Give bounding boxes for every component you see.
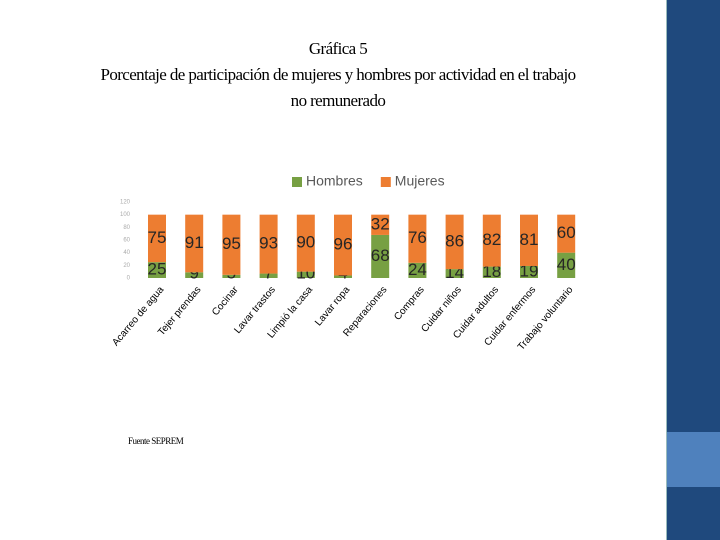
y-tick-label: 20	[123, 263, 130, 269]
data-label: 19	[520, 261, 539, 280]
bar-segment	[259, 214, 278, 274]
bar-segment	[334, 214, 352, 276]
data-label: 40	[557, 255, 576, 274]
data-label: 82	[482, 230, 501, 249]
data-label: 9	[189, 263, 198, 282]
bar-segment	[557, 252, 576, 278]
data-label: 95	[222, 234, 241, 253]
subtitle-line: no remunerado	[290, 91, 386, 110]
data-label: 86	[445, 231, 464, 250]
bar-segment	[222, 214, 241, 275]
bar-segment	[520, 214, 538, 266]
bar-segment	[296, 271, 315, 278]
data-label: 68	[371, 246, 390, 265]
data-label: 81	[520, 230, 539, 249]
legend-label: Mujeres	[395, 173, 445, 189]
title: Gráfica 5	[308, 39, 368, 58]
bar-segment	[445, 214, 464, 270]
data-label: 60	[557, 223, 576, 242]
bar-segment	[408, 262, 427, 278]
data-label: 96	[334, 235, 353, 254]
bar-segment	[259, 273, 278, 278]
data-label: 76	[408, 228, 427, 247]
bar-segment	[482, 266, 501, 278]
legend-label: Hombres	[306, 173, 363, 189]
y-tick-label: 100	[120, 212, 131, 218]
data-label: 93	[259, 234, 278, 253]
bar-segment	[445, 269, 464, 278]
bar-segment	[148, 214, 166, 263]
side-block	[667, 432, 720, 487]
legend-swatch	[292, 177, 302, 187]
y-tick-label: 40	[123, 250, 130, 256]
bar-segment	[222, 274, 241, 278]
bar-segment	[520, 265, 538, 278]
data-label: 25	[148, 260, 167, 279]
data-label: 90	[296, 233, 315, 252]
data-label: 75	[148, 228, 167, 247]
bar-segment	[482, 214, 501, 267]
bar-segment	[557, 214, 576, 253]
data-label: 24	[408, 260, 427, 279]
bar-segment	[334, 275, 352, 278]
bar-segment	[296, 214, 315, 272]
bar-segment	[148, 262, 166, 278]
data-label: 91	[185, 233, 204, 252]
bar-segment	[371, 234, 390, 278]
y-tick-label: 0	[127, 276, 131, 282]
header: Gráfica 5 Porcentaje de participación de…	[20, 36, 656, 114]
bar-segment	[185, 272, 204, 278]
bar-segment	[408, 214, 427, 263]
y-tick-label: 80	[123, 225, 130, 231]
bar-segment	[371, 214, 390, 235]
y-tick-label: 60	[123, 238, 130, 244]
source: Fuente SEPREM	[128, 436, 184, 446]
data-label: 32	[371, 214, 390, 233]
y-tick-label: 120	[120, 200, 131, 206]
subtitle-line: Porcentaje de participación de mujeres y…	[100, 65, 576, 84]
bar-segment	[185, 214, 204, 273]
legend-swatch	[380, 177, 391, 187]
